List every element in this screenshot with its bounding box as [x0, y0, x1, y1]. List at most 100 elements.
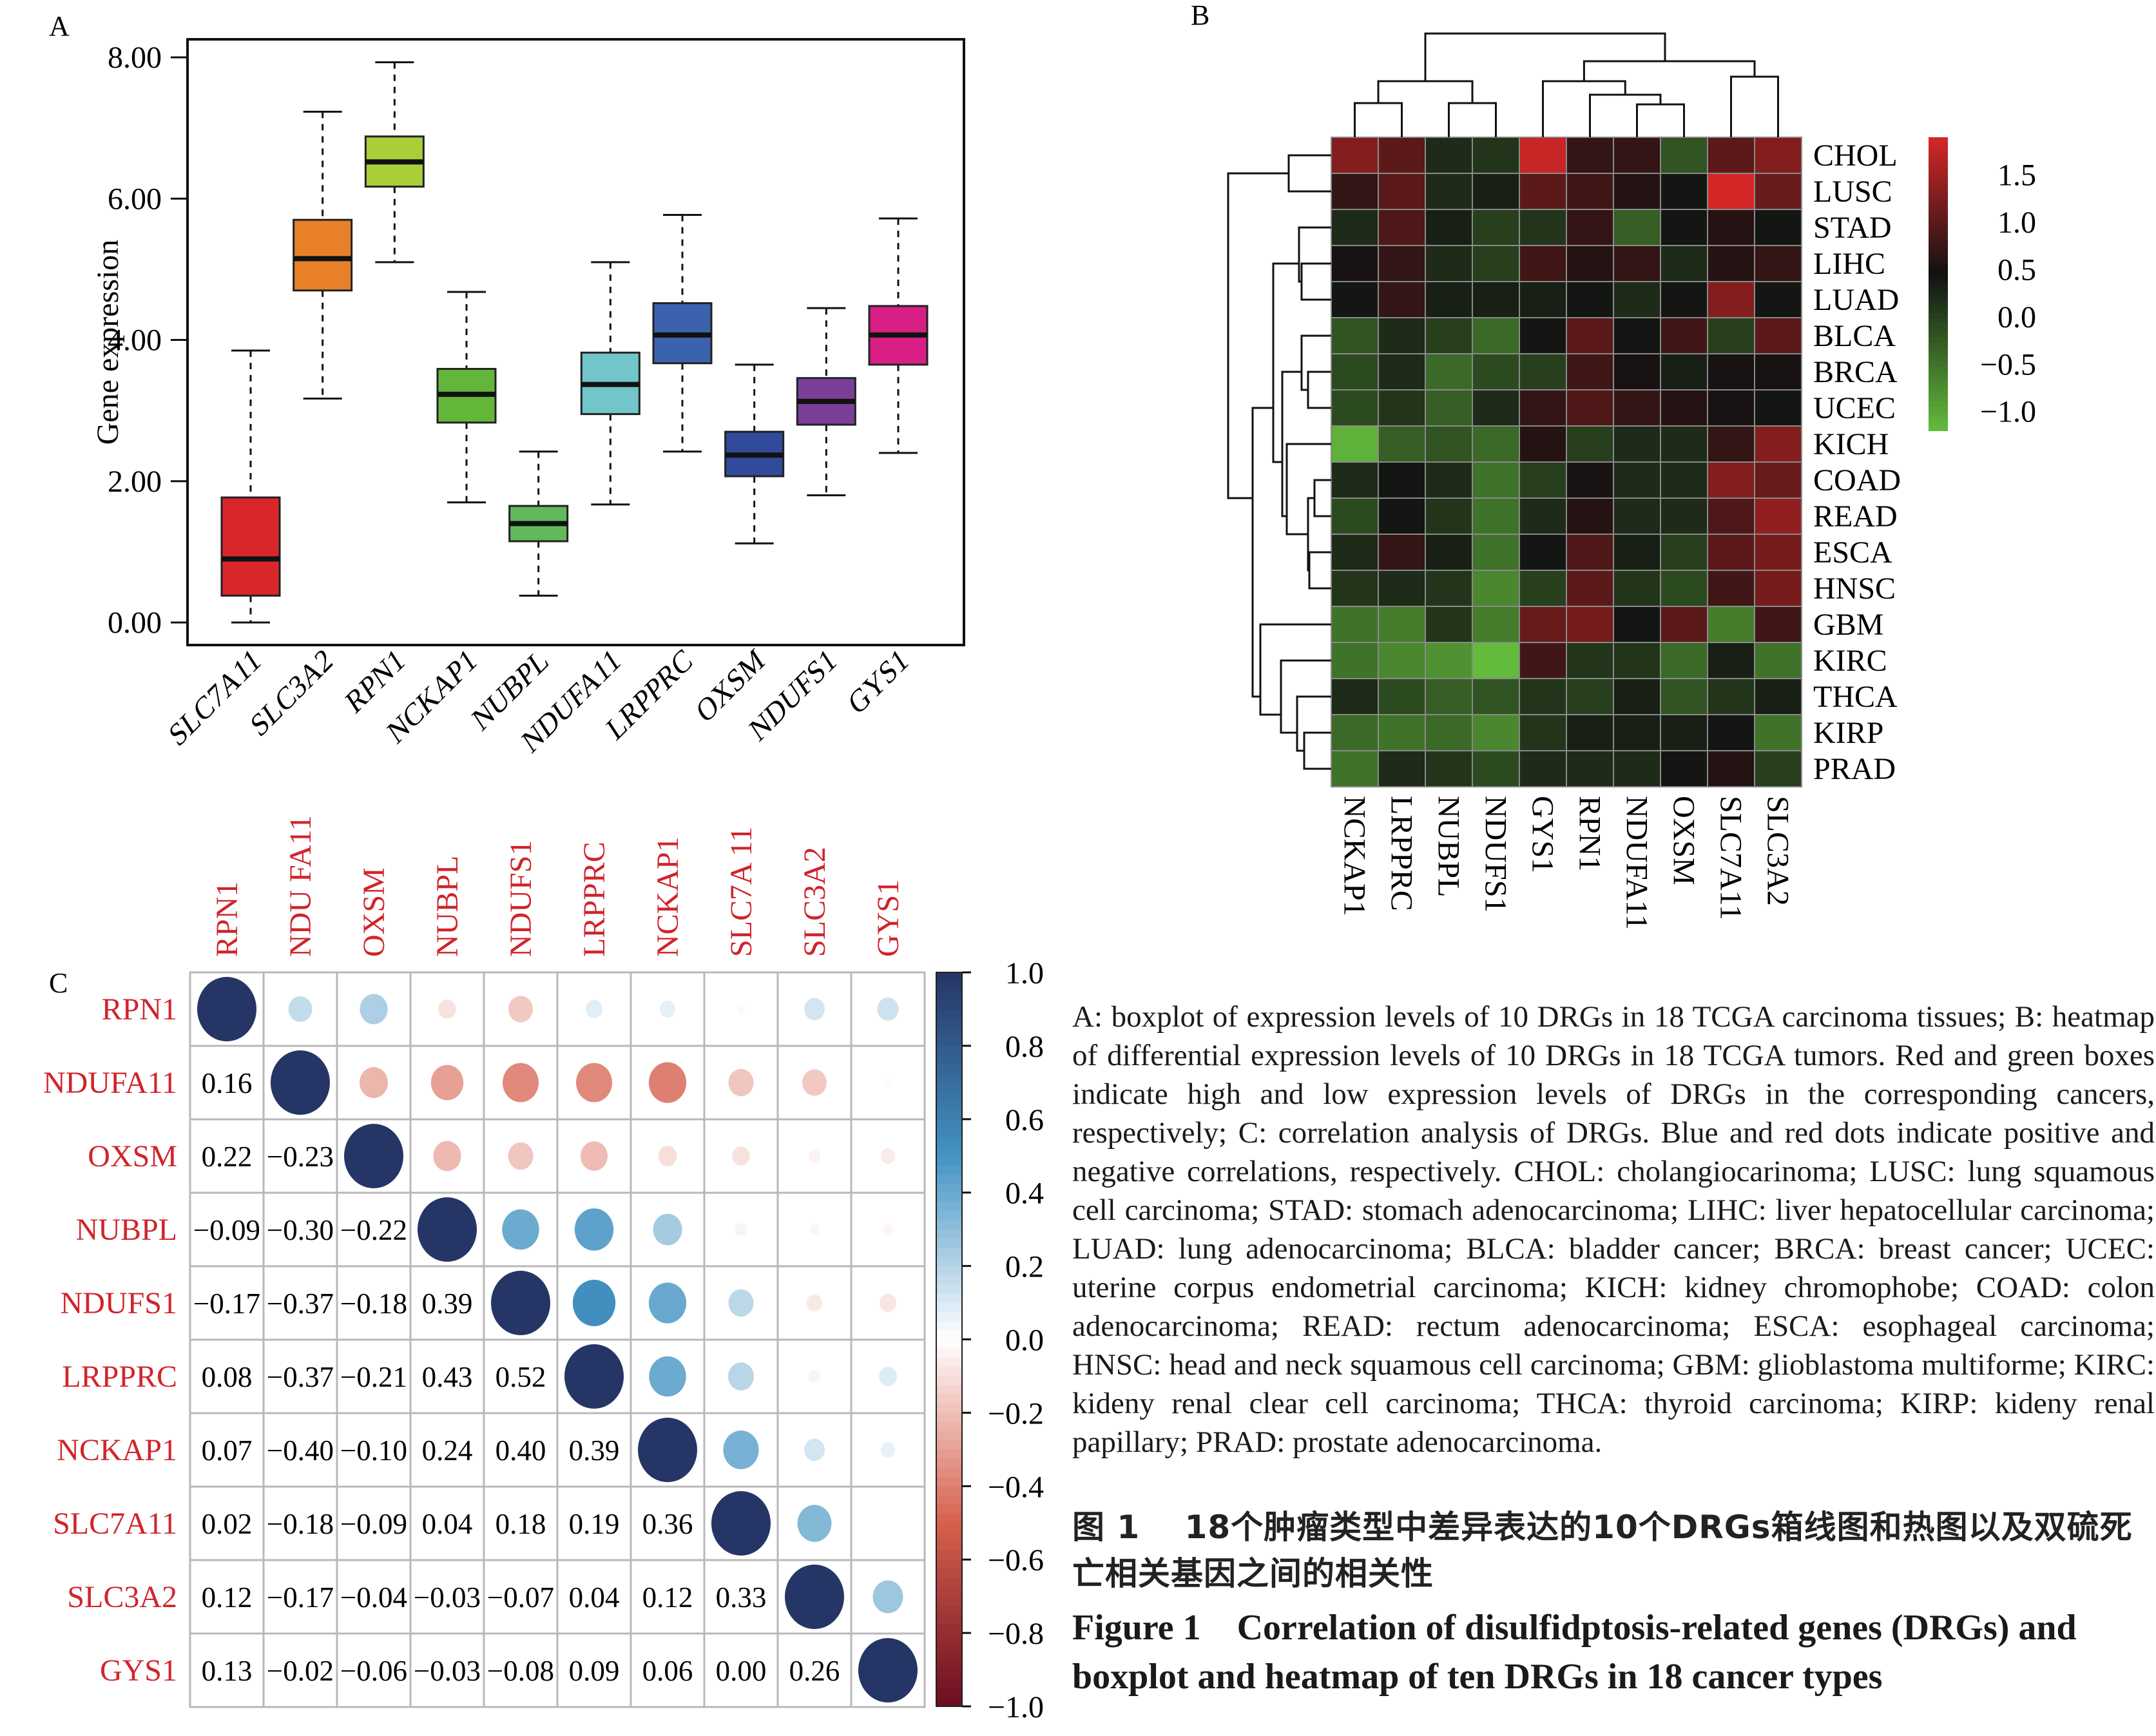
heatmap-cell: [1472, 678, 1520, 715]
x-tick-label: SLC3A2: [245, 642, 338, 744]
colorbar-segment: [1929, 396, 1948, 402]
corr-value: −0.02: [267, 1655, 334, 1687]
colorbar-segment: [936, 1220, 962, 1230]
colorbar-segment: [936, 981, 962, 992]
heatmap-cell: [1331, 425, 1379, 463]
row-label: KICH: [1813, 427, 1889, 461]
heatmap-cell: [1707, 642, 1755, 679]
column-label: NCKAP1: [1338, 796, 1372, 916]
corr-value: 0.08: [202, 1361, 253, 1393]
corr-cell: [850, 971, 926, 1047]
corr-cell: [336, 1632, 412, 1708]
colorbar-segment: [936, 1559, 962, 1570]
column-label: LRPPRC: [1385, 796, 1419, 911]
colorbar-segment: [936, 1679, 962, 1689]
colorbar-segment: [936, 1614, 962, 1625]
heatmap-cell: [1707, 750, 1755, 787]
dendrogram-branch: [1313, 479, 1331, 517]
corr-value: 0.07: [202, 1434, 253, 1467]
heatmap-cell: [1566, 281, 1614, 318]
colorbar-segment: [1929, 352, 1948, 358]
heatmap-cell: [1754, 281, 1802, 318]
panel-label-b: B: [1191, 0, 1209, 31]
correlation-panel: RPN1 RPN1 0.16 NDUFA11 NDU FA11 0.22 −0.23 OXSM…: [43, 815, 1044, 1724]
colorbar-segment: [936, 1504, 962, 1515]
colorbar-segment: [936, 1587, 962, 1597]
dendrogram-branch: [1300, 334, 1331, 391]
row-label: READ: [1813, 499, 1898, 534]
heatmap-cell: [1378, 281, 1426, 318]
heatmap-cell: [1613, 534, 1661, 571]
heatmap-cell: [1472, 534, 1520, 571]
dendrogram-branch: [1583, 60, 1756, 81]
colorbar-segment: [936, 1064, 962, 1074]
heatmap-cell: [1472, 570, 1520, 607]
corr-circle: [711, 1491, 771, 1556]
corr-value: −0.04: [340, 1581, 407, 1614]
corr-cell: [262, 1412, 338, 1488]
colorbar-segment: [936, 1367, 962, 1377]
colorbar-tick-label: 0.6: [1005, 1103, 1044, 1137]
colorbar-segment: [936, 1449, 962, 1460]
heatmap-cell: [1754, 245, 1802, 282]
heatmap-cell: [1707, 606, 1755, 643]
colorbar-segment: [1929, 181, 1948, 187]
corr-value: 0.13: [202, 1655, 253, 1687]
heatmap-cell: [1660, 461, 1708, 499]
row-label: LUSC: [1813, 175, 1892, 209]
colorbar-segment: [936, 1045, 962, 1056]
colorbar-segment: [936, 1605, 962, 1615]
heatmap-cell: [1566, 353, 1614, 391]
colorbar-tick-label: −1.0: [988, 1690, 1044, 1724]
heatmap-cell: [1331, 353, 1379, 391]
colorbar-segment: [1929, 147, 1948, 153]
dendrogram-branch: [1589, 93, 1662, 137]
heatmap-cell: [1754, 678, 1802, 715]
heatmap-cell: [1378, 642, 1426, 679]
heatmap-cell: [1707, 317, 1755, 354]
corr-cell: [262, 1338, 338, 1414]
corr-circle: [653, 1213, 682, 1246]
row-gene-label: SLC3A2: [67, 1580, 177, 1614]
corr-value: 0.18: [496, 1508, 546, 1540]
heatmap-cell: [1613, 570, 1661, 607]
column-label: NUBPL: [1432, 796, 1466, 897]
corr-value: −0.37: [267, 1361, 334, 1393]
colorbar-segment: [1929, 391, 1948, 397]
dendrogram-branch: [1377, 80, 1474, 103]
colorbar-segment: [1929, 255, 1948, 260]
corr-circle: [728, 1289, 754, 1317]
heatmap-cell: [1425, 173, 1473, 210]
dendrogram-branch: [1300, 262, 1331, 301]
colorbar-segment: [936, 1486, 962, 1496]
heatmap-cell: [1425, 137, 1473, 174]
heatmap-cell: [1331, 317, 1379, 354]
row-label: UCEC: [1813, 391, 1896, 425]
corr-cell: [703, 1559, 779, 1635]
heatmap-cell: [1754, 425, 1802, 463]
colorbar-segment: [936, 1633, 962, 1643]
dendrogram-branch: [1272, 262, 1299, 463]
corr-circle: [288, 996, 313, 1022]
corr-circle: [879, 1293, 897, 1313]
heatmap-cell: [1566, 606, 1614, 643]
corr-cell: [189, 1485, 265, 1561]
colorbar-segment: [1929, 372, 1948, 378]
corr-circle: [580, 1141, 608, 1171]
corr-value: 0.12: [642, 1581, 693, 1614]
column-label: OXSM: [1667, 796, 1701, 885]
corr-cell: [483, 1045, 559, 1121]
corr-circle: [638, 1418, 697, 1482]
colorbar-segment: [936, 1008, 962, 1019]
x-tick-label: SLC7A11: [164, 642, 266, 754]
dendrogram-branch: [1448, 102, 1497, 137]
colorbar-segment: [936, 1174, 962, 1184]
colorbar-segment: [1929, 313, 1948, 319]
corr-circle: [433, 1141, 461, 1172]
colorbar-segment: [936, 1431, 962, 1442]
dendrogram-branch: [1542, 80, 1626, 137]
corr-value: 0.09: [569, 1655, 620, 1687]
heatmap-cell: [1519, 570, 1567, 607]
corr-value: 0.12: [202, 1581, 253, 1614]
